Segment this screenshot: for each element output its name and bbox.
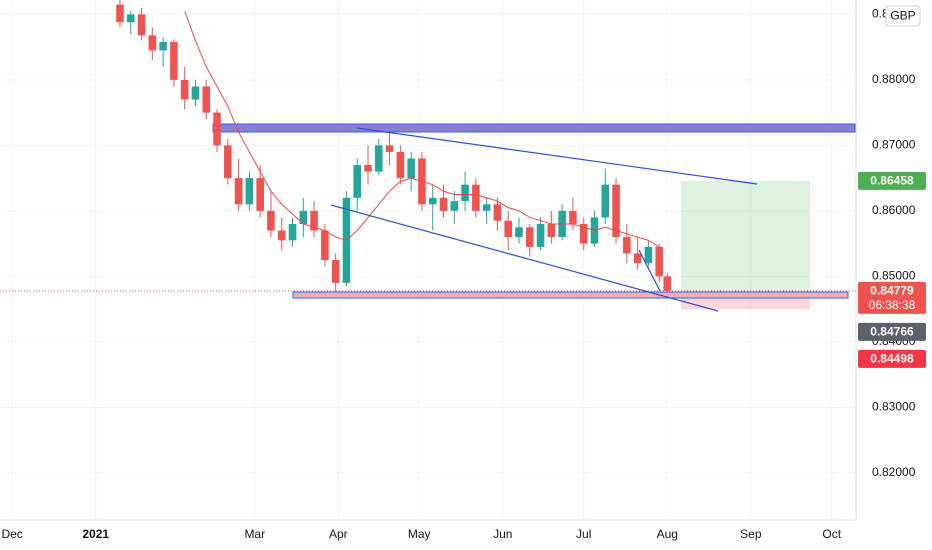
candle-body <box>493 204 502 221</box>
price-label-box <box>858 171 926 190</box>
candle-body <box>655 246 663 277</box>
trend-line <box>638 249 661 292</box>
x-tick-label: Sep <box>740 527 762 541</box>
candle-body <box>623 237 631 254</box>
candle-body <box>331 260 340 283</box>
candle-body <box>126 14 135 23</box>
candle-body <box>310 210 318 231</box>
candle-body <box>267 210 275 231</box>
candle-body <box>202 86 211 113</box>
candle-body <box>353 165 362 198</box>
candle-body <box>612 184 620 238</box>
candle-body <box>482 204 491 211</box>
candle-body <box>428 197 437 205</box>
x-tick-label: Aug <box>657 527 678 541</box>
profit-zone <box>681 180 810 291</box>
price-label-box <box>858 322 926 341</box>
candle-body <box>579 223 588 244</box>
candle-body <box>385 145 394 152</box>
support-zone <box>292 291 849 299</box>
y-tick-label: 0.83000 <box>872 400 916 414</box>
x-tick-label: May <box>408 527 431 541</box>
candle-body <box>137 14 146 36</box>
candle-body <box>663 276 672 291</box>
candle-body <box>159 41 167 51</box>
candle-body <box>407 158 415 179</box>
y-tick-label: 0.88000 <box>872 72 916 86</box>
candle-body <box>213 112 221 146</box>
candle-body <box>396 151 405 179</box>
candle-body <box>536 223 545 247</box>
candles <box>116 0 672 297</box>
candle-body <box>644 246 653 264</box>
candle-body <box>633 253 642 264</box>
x-tick-label: 2021 <box>82 527 109 541</box>
currency-button[interactable] <box>885 5 921 27</box>
x-tick-label: Jun <box>493 527 512 541</box>
y-tick-label: 0.87000 <box>872 138 916 152</box>
candle-body <box>364 165 372 172</box>
price-label: 0.84766 <box>870 325 914 339</box>
currency[interactable]: GBP <box>890 9 915 23</box>
y-tick-label: 0.85000 <box>872 269 916 283</box>
candle-body <box>116 4 124 23</box>
candle-body <box>450 201 459 211</box>
candle-body <box>299 210 308 224</box>
candle-body <box>321 230 329 260</box>
price-label-box <box>858 281 926 314</box>
countdown: 06:38:38 <box>869 298 916 312</box>
price-label: 0.84779 <box>870 284 914 298</box>
candle-body <box>148 35 157 51</box>
price-label-box <box>858 349 926 368</box>
resistance-zone <box>212 123 856 133</box>
candle-body <box>180 79 189 100</box>
moving-average <box>184 10 660 248</box>
candle-body <box>245 178 254 205</box>
x-tick-label: Dec <box>1 527 22 541</box>
candle-body <box>277 230 286 241</box>
candle-body <box>461 184 469 202</box>
trend-line <box>330 204 719 312</box>
x-tick-label: Oct <box>822 527 841 541</box>
candle-body <box>472 184 480 211</box>
candle-body <box>288 223 297 241</box>
x-tick-label: Mar <box>244 527 265 541</box>
drawing-tools <box>292 127 849 312</box>
candle-body <box>170 41 178 80</box>
x-tick-label: Apr <box>329 527 348 541</box>
candle-body <box>375 145 383 172</box>
axes: 0.820000.830000.840000.850000.860000.870… <box>1 7 926 541</box>
candle-body <box>547 223 556 238</box>
price-label: 0.84498 <box>870 352 914 366</box>
candle-body <box>569 210 577 224</box>
candle-body <box>526 227 534 247</box>
x-tick-label: Jul <box>576 527 591 541</box>
y-tick-label: 0.86000 <box>872 203 916 217</box>
candle-body <box>601 184 610 218</box>
price-label: 0.86458 <box>870 174 914 188</box>
candle-body <box>224 145 232 179</box>
candle-body <box>504 220 512 238</box>
candle-body <box>234 178 243 205</box>
candle-body <box>439 197 448 211</box>
candle-body <box>191 86 200 100</box>
trend-line <box>356 127 758 185</box>
candle-body <box>256 178 264 211</box>
candle-body <box>515 227 523 238</box>
y-tick-label: 0.82000 <box>872 465 916 479</box>
